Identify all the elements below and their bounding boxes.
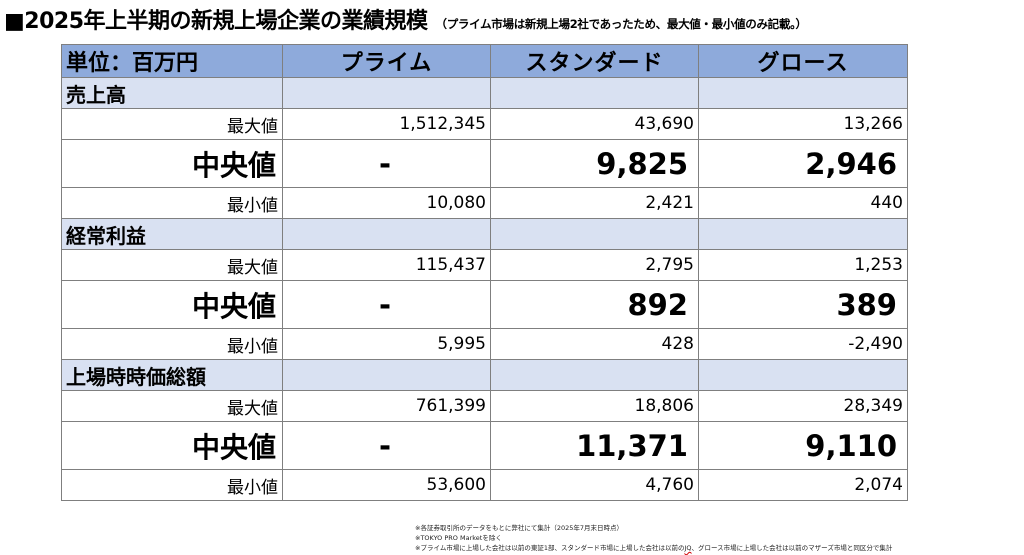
- value-cell: 9,110: [698, 421, 908, 470]
- value-cell: -2,490: [698, 328, 908, 360]
- row-label: 最大値: [61, 108, 283, 140]
- row-label: 最大値: [61, 390, 283, 422]
- value-cell: 4,760: [490, 469, 699, 501]
- section-empty-cell: [490, 77, 699, 109]
- footnotes: ※各証券取引所のデータをもとに弊社にて集計（2025年7月末日時点） ※TOKY…: [415, 523, 892, 553]
- value-cell: 43,690: [490, 108, 699, 140]
- footnote-market-mapping-part2: JQ: [684, 544, 692, 552]
- value-cell: -: [282, 421, 491, 470]
- value-cell: 11,371: [490, 421, 699, 470]
- row-label: 最小値: [61, 187, 283, 219]
- footnote-market-mapping-part3: 、グロース市場に上場した会社は以前のマザーズ市場と同区分で集計: [691, 544, 893, 552]
- section-empty-cell: [698, 77, 908, 109]
- table-row: 中央値 -11,371 9,110: [61, 421, 908, 470]
- table-row: 最大値 761,399 18,806 28,349: [61, 390, 908, 422]
- section-empty-cell: [282, 359, 491, 391]
- value-cell: -: [282, 280, 491, 329]
- section-row: 売上高: [61, 77, 908, 109]
- title-main: ■2025年上半期の新規上場企業の業績規模: [4, 9, 428, 34]
- value-cell: 892: [490, 280, 699, 329]
- value-cell: 1,253: [698, 249, 908, 281]
- value-cell: 2,421: [490, 187, 699, 219]
- table-row: 最小値 10,080 2,421 440: [61, 187, 908, 219]
- value-cell: 428: [490, 328, 699, 360]
- value-cell: 761,399: [282, 390, 491, 422]
- value-cell: 1,512,345: [282, 108, 491, 140]
- value-cell: 115,437: [282, 249, 491, 281]
- table-row: 中央値 -9,825 2,946: [61, 139, 908, 188]
- value-cell: -: [282, 139, 491, 188]
- growth-header: グロース: [698, 44, 908, 78]
- value-cell: 9,825: [490, 139, 699, 188]
- section-label: 経常利益: [61, 218, 283, 250]
- section-row: 上場時時価総額: [61, 359, 908, 391]
- section-label: 売上高: [61, 77, 283, 109]
- table-row: 最小値 5,995 428 -2,490: [61, 328, 908, 360]
- section-row: 経常利益: [61, 218, 908, 250]
- value-cell: 28,349: [698, 390, 908, 422]
- value-cell: 2,946: [698, 139, 908, 188]
- footnote-market-mapping: ※プライム市場に上場した会社は以前の東証1部、スタンダード市場に上場した会社は以…: [415, 543, 892, 553]
- table-row: 最大値 115,437 2,795 1,253: [61, 249, 908, 281]
- value-cell: 10,080: [282, 187, 491, 219]
- table-row: 最大値 1,512,345 43,690 13,266: [61, 108, 908, 140]
- footnote-exclusion: ※TOKYO PRO Marketを除く: [415, 534, 502, 542]
- section-empty-cell: [282, 218, 491, 250]
- table-row: 中央値 -892 389: [61, 280, 908, 329]
- value-cell: 5,995: [282, 328, 491, 360]
- section-empty-cell: [490, 359, 699, 391]
- page-title: ■2025年上半期の新規上場企業の業績規模 （プライム市場は新規上場2社であった…: [4, 3, 808, 34]
- row-label: 中央値: [61, 421, 283, 470]
- section-empty-cell: [282, 77, 491, 109]
- table-body: 売上高 最大値 1,512,345 43,690 13,266 中央値 -9,825 2,94…: [61, 77, 908, 501]
- row-label: 中央値: [61, 280, 283, 329]
- row-label: 最小値: [61, 328, 283, 360]
- section-empty-cell: [698, 359, 908, 391]
- footnote-source: ※各証券取引所のデータをもとに弊社にて集計（2025年7月末日時点）: [415, 524, 623, 532]
- value-cell: 389: [698, 280, 908, 329]
- value-cell: 2,074: [698, 469, 908, 501]
- row-label: 最小値: [61, 469, 283, 501]
- value-cell: 2,795: [490, 249, 699, 281]
- section-empty-cell: [698, 218, 908, 250]
- table-row: 最小値 53,600 4,760 2,074: [61, 469, 908, 501]
- value-cell: 18,806: [490, 390, 699, 422]
- unit-header: 単位：百万円: [61, 44, 283, 78]
- standard-header: スタンダード: [490, 44, 699, 78]
- section-label: 上場時時価総額: [61, 359, 283, 391]
- footnote-market-mapping-part1: ※プライム市場に上場した会社は以前の東証1部、スタンダード市場に上場した会社は以…: [415, 544, 685, 552]
- row-label: 中央値: [61, 139, 283, 188]
- performance-table: 単位：百万円 プライム スタンダード グロース 売上高 最大値 1,512,345 4…: [61, 44, 908, 501]
- title-note: （プライム市場は新規上場2社であったため、最大値・最小値のみ記載。）: [435, 17, 808, 31]
- prime-header: プライム: [282, 44, 491, 78]
- section-empty-cell: [490, 218, 699, 250]
- value-cell: 13,266: [698, 108, 908, 140]
- value-cell: 53,600: [282, 469, 491, 501]
- value-cell: 440: [698, 187, 908, 219]
- table-header-row: 単位：百万円 プライム スタンダード グロース: [61, 44, 908, 78]
- row-label: 最大値: [61, 249, 283, 281]
